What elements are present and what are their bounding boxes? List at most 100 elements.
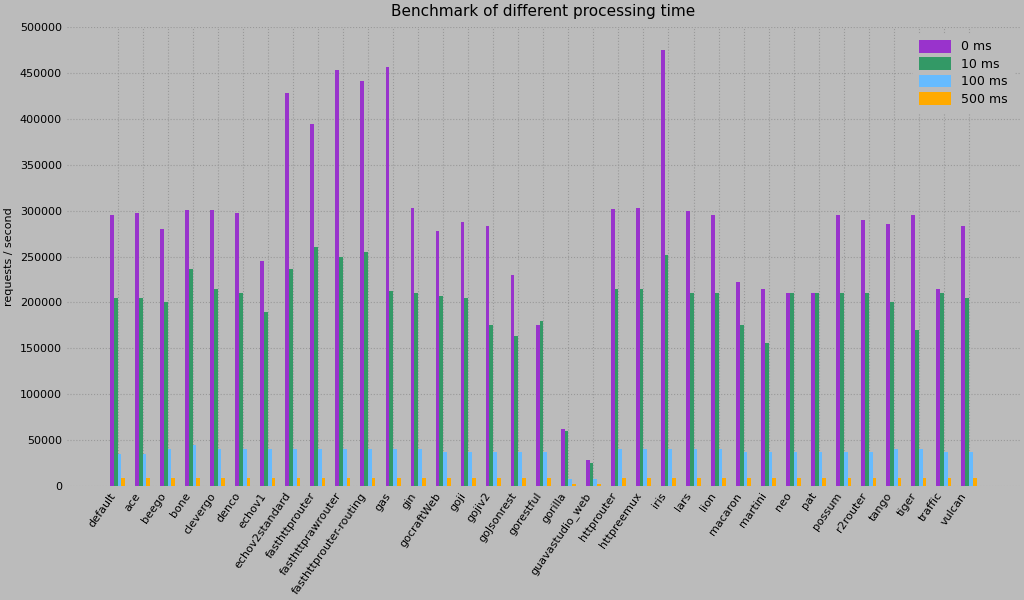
Bar — [443, 452, 446, 486]
Bar — [497, 478, 501, 486]
Bar — [722, 478, 726, 486]
Bar — [940, 293, 944, 486]
Bar — [715, 293, 719, 486]
Bar — [210, 210, 214, 486]
Bar — [865, 293, 868, 486]
Bar — [188, 269, 193, 486]
Bar — [289, 269, 293, 486]
Bar — [247, 478, 250, 486]
Bar — [514, 337, 518, 486]
Bar — [522, 478, 525, 486]
Bar — [697, 478, 701, 486]
Bar — [647, 478, 651, 486]
Bar — [844, 452, 848, 486]
Bar — [518, 452, 522, 486]
Bar — [611, 209, 614, 486]
Bar — [264, 311, 268, 486]
Bar — [586, 460, 590, 486]
Bar — [193, 445, 197, 486]
Bar — [765, 343, 769, 486]
Bar — [969, 452, 973, 486]
Bar — [623, 478, 626, 486]
Bar — [947, 478, 951, 486]
Legend: 0 ms, 10 ms, 100 ms, 500 ms: 0 ms, 10 ms, 100 ms, 500 ms — [913, 34, 1014, 112]
Bar — [944, 452, 947, 486]
Bar — [472, 478, 476, 486]
Bar — [142, 454, 146, 486]
Bar — [819, 452, 822, 486]
Bar — [822, 478, 826, 486]
Bar — [171, 478, 175, 486]
Bar — [740, 325, 743, 486]
Bar — [465, 298, 468, 486]
Bar — [872, 478, 877, 486]
Bar — [561, 429, 564, 486]
Bar — [236, 212, 239, 486]
Bar — [848, 478, 851, 486]
Bar — [418, 449, 422, 486]
Bar — [890, 302, 894, 486]
Bar — [686, 211, 690, 486]
Bar — [811, 293, 815, 486]
Bar — [911, 215, 915, 486]
Bar — [372, 478, 376, 486]
Bar — [887, 224, 890, 486]
Bar — [139, 298, 142, 486]
Bar — [489, 325, 494, 486]
Bar — [790, 293, 794, 486]
Bar — [540, 321, 544, 486]
Bar — [393, 449, 396, 486]
Bar — [748, 478, 752, 486]
Bar — [185, 210, 188, 486]
Bar — [468, 452, 472, 486]
Bar — [511, 275, 514, 486]
Bar — [286, 94, 289, 486]
Bar — [168, 449, 171, 486]
Bar — [894, 449, 898, 486]
Bar — [544, 452, 547, 486]
Bar — [794, 452, 798, 486]
Bar — [693, 449, 697, 486]
Bar — [618, 449, 623, 486]
Bar — [347, 478, 350, 486]
Bar — [339, 257, 343, 486]
Bar — [923, 478, 927, 486]
Bar — [898, 478, 901, 486]
Bar — [310, 124, 314, 486]
Bar — [422, 478, 426, 486]
Bar — [146, 478, 151, 486]
Bar — [197, 478, 200, 486]
Bar — [572, 484, 575, 486]
Bar — [973, 478, 977, 486]
Bar — [322, 478, 326, 486]
Bar — [868, 452, 872, 486]
Bar — [494, 452, 497, 486]
Y-axis label: requests / second: requests / second — [4, 207, 14, 306]
Bar — [815, 293, 819, 486]
Bar — [268, 449, 271, 486]
Bar — [962, 226, 966, 486]
Bar — [271, 478, 275, 486]
Bar — [761, 289, 765, 486]
Bar — [385, 67, 389, 486]
Bar — [336, 70, 339, 486]
Bar — [461, 222, 465, 486]
Bar — [568, 479, 572, 486]
Bar — [343, 449, 347, 486]
Bar — [798, 478, 801, 486]
Bar — [915, 330, 919, 486]
Bar — [239, 293, 243, 486]
Bar — [743, 452, 748, 486]
Bar — [260, 261, 264, 486]
Bar — [614, 289, 618, 486]
Bar — [840, 293, 844, 486]
Bar — [660, 50, 665, 486]
Bar — [135, 214, 139, 486]
Bar — [314, 247, 317, 486]
Bar — [597, 484, 601, 486]
Bar — [160, 229, 164, 486]
Bar — [164, 302, 168, 486]
Bar — [446, 478, 451, 486]
Bar — [966, 298, 969, 486]
Bar — [669, 449, 672, 486]
